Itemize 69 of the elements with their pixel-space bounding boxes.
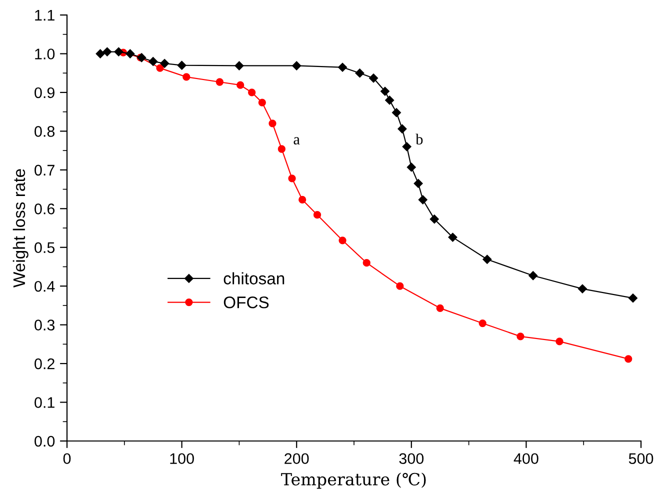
point xyxy=(298,196,306,204)
point xyxy=(578,284,587,294)
y-tick-label: 0.0 xyxy=(34,436,55,447)
point xyxy=(414,179,423,188)
y-tick-label: 0.5 xyxy=(34,242,55,254)
point xyxy=(234,61,244,70)
annotation: a xyxy=(294,137,300,144)
point xyxy=(114,47,124,56)
point xyxy=(355,68,364,78)
x-tick-label: 0 xyxy=(63,453,71,464)
point xyxy=(338,236,346,244)
legend-label: chitosan xyxy=(224,272,284,284)
annotation: b xyxy=(416,134,423,144)
point xyxy=(385,96,394,105)
y-tick-label: 0.3 xyxy=(34,320,55,331)
x-tick-label: 200 xyxy=(284,453,309,464)
point xyxy=(236,81,244,89)
point xyxy=(436,304,444,312)
point xyxy=(182,73,190,81)
y-axis-title: Weight loss rate xyxy=(12,169,28,288)
point xyxy=(362,259,370,267)
point xyxy=(216,78,224,86)
y-tick-label: 0.1 xyxy=(34,397,54,408)
point xyxy=(528,271,538,280)
point xyxy=(624,355,632,363)
point xyxy=(96,49,105,58)
x-tick-label: 400 xyxy=(514,453,538,464)
point xyxy=(418,195,428,204)
point xyxy=(102,47,112,56)
y-tick-label: 1.1 xyxy=(35,10,54,21)
x-tick-label: 300 xyxy=(399,453,424,464)
point xyxy=(392,108,401,118)
point xyxy=(369,74,378,83)
point xyxy=(478,319,486,328)
point xyxy=(148,57,158,66)
point xyxy=(516,332,524,340)
y-tick-label: 0.7 xyxy=(34,164,54,176)
point xyxy=(430,214,439,224)
x-tick-label: 500 xyxy=(628,453,654,464)
point xyxy=(292,61,302,70)
point xyxy=(402,142,412,152)
point xyxy=(628,294,638,303)
point xyxy=(258,98,266,106)
point xyxy=(278,145,286,153)
y-tick-label: 0.8 xyxy=(34,126,55,137)
legend-label: OFCS xyxy=(224,296,269,308)
point xyxy=(556,338,564,346)
point xyxy=(288,174,296,182)
point xyxy=(406,162,416,172)
point xyxy=(268,120,276,128)
point xyxy=(482,254,492,264)
point xyxy=(126,49,135,58)
point xyxy=(313,211,322,219)
y-tick-label: 1.0 xyxy=(35,48,55,60)
point xyxy=(338,62,347,72)
y-tick-label: 0.9 xyxy=(34,87,54,98)
point xyxy=(160,58,170,68)
point xyxy=(177,60,186,70)
point xyxy=(248,88,256,96)
y-tick-label: 0.6 xyxy=(34,204,55,214)
point xyxy=(448,232,458,242)
y-tick-label: 0.4 xyxy=(34,280,55,292)
point xyxy=(398,124,407,134)
y-tick-label: 0.2 xyxy=(34,358,54,370)
point xyxy=(380,86,390,96)
point xyxy=(396,282,404,290)
x-tick-label: 100 xyxy=(170,453,194,464)
x-axis-title: Temperature (℃) xyxy=(281,472,426,489)
point xyxy=(156,64,164,72)
